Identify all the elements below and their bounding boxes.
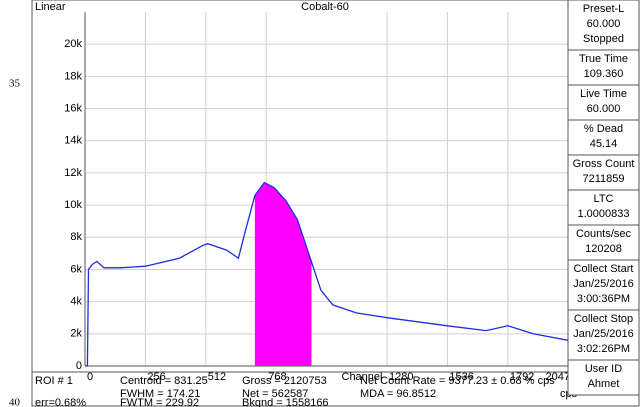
chart-title: Cobalt-60 bbox=[301, 1, 349, 13]
y-tick-label: 0 bbox=[76, 360, 82, 372]
status-value: 3:02:26PM bbox=[577, 343, 630, 355]
status-value: 120208 bbox=[585, 243, 622, 255]
status-box bbox=[567, 259, 640, 311]
spectrum-line bbox=[85, 181, 569, 367]
status-box bbox=[567, 224, 640, 261]
y-tick-label: 4k bbox=[70, 296, 82, 308]
status-value: Ahmet bbox=[588, 378, 620, 390]
roi-error: err=0.68% bbox=[35, 397, 86, 407]
net-count-rate: Net Count Rate = 9377.23 ± 0.68 % cps bbox=[360, 375, 555, 387]
status-value: Stopped bbox=[583, 33, 624, 45]
scale-label: Linear bbox=[35, 1, 66, 13]
fwtm: FWTM = 229.92 bbox=[120, 397, 199, 407]
status-label: True Time bbox=[579, 53, 628, 65]
status-value: 7211859 bbox=[582, 173, 624, 185]
status-box bbox=[567, 154, 640, 191]
status-value: 60.000 bbox=[587, 103, 621, 115]
status-label: Gross Count bbox=[573, 158, 635, 170]
x-tick-label: 512 bbox=[208, 371, 226, 383]
roi-name: ROI # 1 bbox=[35, 375, 73, 387]
x-tick-label: 0 bbox=[87, 371, 93, 383]
x-tick-label: 1280 bbox=[389, 371, 413, 383]
x-tick-label: 1792 bbox=[510, 371, 534, 383]
mda: MDA = 96.8512 bbox=[360, 388, 436, 400]
status-box bbox=[567, 309, 640, 361]
status-label: Counts/sec bbox=[576, 228, 632, 240]
status-box bbox=[567, 49, 640, 86]
side-label: 40 bbox=[9, 397, 21, 407]
status-box bbox=[567, 359, 640, 396]
report-frame bbox=[31, 371, 640, 407]
bkgnd: Bkgnd = 1558166 bbox=[242, 397, 329, 407]
y-tick-label: 14k bbox=[64, 135, 82, 147]
status-value: 3:00:36PM bbox=[577, 293, 630, 305]
status-box bbox=[567, 189, 640, 226]
status-box bbox=[567, 0, 640, 51]
side-label: 35 bbox=[9, 78, 21, 90]
status-label: LTC bbox=[594, 193, 614, 205]
status-label: Collect Stop bbox=[574, 313, 633, 325]
status-value: Jan/25/2016 bbox=[573, 278, 634, 290]
y-tick-label: 6k bbox=[70, 263, 82, 275]
status-value: Jan/25/2016 bbox=[573, 328, 634, 340]
x-tick-label: 1536 bbox=[449, 371, 473, 383]
centroid: Centroid = 831.25 bbox=[120, 375, 208, 387]
fwhm: FWHM = 174.21 bbox=[120, 388, 200, 400]
x-tick-label: 768 bbox=[268, 371, 286, 383]
y-tick-label: 16k bbox=[64, 102, 82, 114]
gross: Gross = 2120753 bbox=[242, 375, 327, 387]
status-label: % Dead bbox=[584, 123, 623, 135]
x-axis-label: Channel bbox=[342, 371, 383, 383]
x-tick-label: 256 bbox=[147, 371, 165, 383]
y-tick-label: 18k bbox=[64, 70, 82, 82]
status-label: User ID bbox=[585, 363, 622, 375]
status-value: 60.000 bbox=[587, 18, 621, 30]
status-value: 1.0000833 bbox=[578, 208, 630, 220]
status-value: 45.14 bbox=[590, 138, 618, 150]
net: Net = 562587 bbox=[242, 388, 308, 400]
y-tick-label: 12k bbox=[64, 167, 82, 179]
roi-region bbox=[254, 182, 312, 366]
y-tick-label: 8k bbox=[70, 231, 82, 243]
status-label: Collect Start bbox=[574, 263, 634, 275]
x-tick-label: 2047 bbox=[546, 371, 570, 383]
status-label: Live Time bbox=[580, 88, 627, 100]
status-label: Preset-L bbox=[583, 3, 625, 15]
status-box bbox=[567, 119, 640, 156]
y-tick-label: 10k bbox=[64, 199, 82, 211]
y-tick-label: 2k bbox=[70, 328, 82, 340]
status-value: 109.360 bbox=[584, 68, 624, 80]
y-tick-label: 20k bbox=[64, 38, 82, 50]
